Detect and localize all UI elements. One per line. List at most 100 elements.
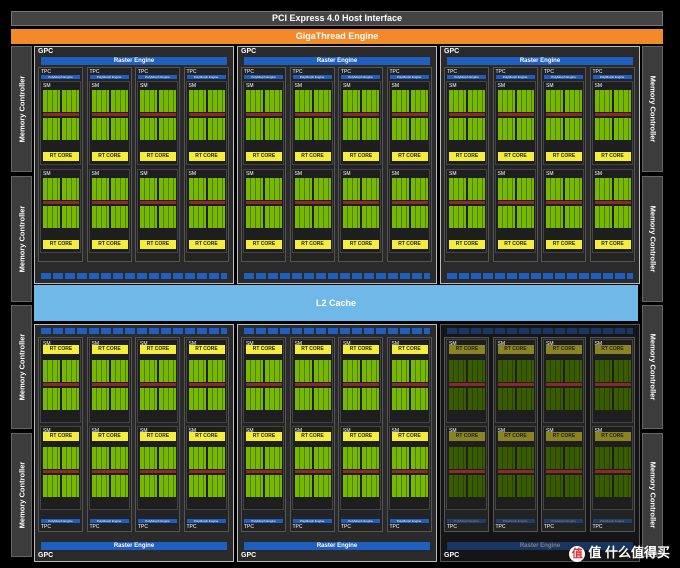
cuda-core-group: [188, 118, 206, 140]
cuda-core-group: [594, 475, 612, 497]
rt-core: RT CORE: [391, 432, 428, 441]
rt-core: RT CORE: [91, 240, 128, 249]
tpc-label: TPC: [544, 524, 554, 530]
rt-core: RT CORE: [294, 432, 331, 441]
tensor-core: [294, 113, 331, 116]
cuda-core-group: [362, 206, 379, 228]
polymorph-engine: PolyMorph Engine: [495, 519, 535, 523]
rt-core: RT CORE: [140, 432, 176, 441]
memory-controller: Memory Controller: [11, 176, 32, 302]
cuda-core-group: [110, 90, 128, 112]
sm-label: SM: [546, 83, 554, 89]
cuda-core-group: [188, 447, 206, 469]
cuda-core-group: [313, 475, 331, 497]
sm-label: SM: [449, 83, 457, 89]
cuda-core-group: [546, 90, 563, 112]
memory-controller: Memory Controller: [11, 305, 32, 429]
sm-block: SM RT CORE: [388, 426, 430, 510]
sm-label: SM: [546, 341, 554, 347]
cuda-core-group: [565, 206, 582, 228]
sm-block: SM RT CORE: [591, 339, 633, 423]
cuda-core-group: [613, 90, 631, 112]
rt-core: RT CORE: [294, 345, 331, 354]
cuda-core-group: [62, 90, 79, 112]
sm-block: SM RT CORE: [340, 169, 381, 253]
sm-label: SM: [449, 171, 457, 177]
cuda-core-group: [265, 90, 282, 112]
cuda-core-group: [188, 206, 206, 228]
tensor-core: [546, 383, 582, 386]
cuda-core-group: [468, 388, 485, 410]
cuda-core-group: [110, 206, 128, 228]
gpc-label: GPC: [444, 552, 460, 559]
polymorph-engine: PolyMorph Engine: [544, 75, 583, 79]
rt-core: RT CORE: [188, 432, 225, 441]
cuda-core-group: [410, 388, 428, 410]
cuda-core-group: [43, 206, 60, 228]
cuda-core-group: [140, 388, 157, 410]
memory-controller: Memory Controller: [642, 305, 663, 429]
sm-label: SM: [43, 83, 51, 89]
sm-label: SM: [91, 171, 100, 177]
rt-core: RT CORE: [497, 152, 534, 161]
cuda-core-group: [43, 388, 60, 410]
interconnect-strip: [244, 273, 430, 279]
polymorph-engine: PolyMorph Engine: [41, 75, 80, 79]
cuda-core-group: [343, 360, 360, 382]
cuda-core-group: [516, 388, 534, 410]
sm-label: SM: [246, 83, 254, 89]
tpc-label: TPC: [292, 69, 303, 75]
sm-block: SM RT CORE: [340, 426, 381, 510]
cuda-core-group: [410, 475, 428, 497]
tpc-label: TPC: [89, 69, 100, 75]
memory-controller: Memory Controller: [642, 176, 663, 302]
gpc-block: GPC Raster Engine TPC PolyMorph Engine SM RT …: [237, 324, 437, 562]
sm-block: SM RT CORE: [591, 169, 633, 253]
cuda-core-group: [91, 388, 109, 410]
tensor-core: [246, 201, 282, 204]
cuda-core-group: [449, 360, 466, 382]
sm-label: SM: [43, 341, 51, 347]
cuda-core-group: [516, 360, 534, 382]
cuda-core-group: [313, 388, 331, 410]
cuda-core-group: [516, 118, 534, 140]
cuda-core-group: [265, 475, 282, 497]
tensor-core: [43, 201, 79, 204]
cuda-core-group: [110, 178, 128, 200]
cuda-core-group: [43, 475, 60, 497]
rt-core: RT CORE: [449, 432, 485, 441]
tpc-block: TPC PolyMorph Engine SM RT CORE SM RT CORE: [86, 337, 132, 532]
cuda-core-group: [207, 360, 225, 382]
sm-block: SM RT CORE: [243, 81, 284, 165]
cuda-core-group: [391, 360, 409, 382]
sm-block: SM RT CORE: [388, 339, 430, 423]
rt-core: RT CORE: [449, 152, 485, 161]
gpc-block: GPC Raster Engine TPC PolyMorph Engine SM RT …: [34, 46, 234, 284]
memory-controller: Memory Controller: [642, 46, 663, 172]
rt-core: RT CORE: [91, 432, 128, 441]
cuda-core-group: [246, 90, 263, 112]
tensor-core: [188, 113, 225, 116]
cuda-core-group: [516, 447, 534, 469]
cuda-core-group: [497, 178, 515, 200]
cuda-core-group: [410, 360, 428, 382]
memory-controller: Memory Controller: [11, 46, 32, 172]
sm-label: SM: [140, 83, 148, 89]
sm-label: SM: [343, 341, 351, 347]
cuda-core-group: [265, 388, 282, 410]
cuda-core-group: [449, 118, 466, 140]
cuda-core-group: [43, 90, 60, 112]
sm-block: SM RT CORE: [137, 169, 178, 253]
sm-block: SM RT CORE: [388, 169, 430, 253]
tensor-core: [246, 470, 282, 473]
tensor-core: [391, 383, 428, 386]
cuda-core-group: [43, 118, 60, 140]
cuda-core-group: [497, 360, 515, 382]
tpc-block: TPC PolyMorph Engine SM RT CORE SM RT CORE: [338, 67, 383, 262]
tensor-core: [497, 201, 534, 204]
tpc-label: TPC: [389, 524, 400, 530]
tensor-core: [343, 470, 379, 473]
rt-core: RT CORE: [91, 345, 128, 354]
cuda-core-group: [497, 475, 515, 497]
cuda-core-group: [188, 388, 206, 410]
